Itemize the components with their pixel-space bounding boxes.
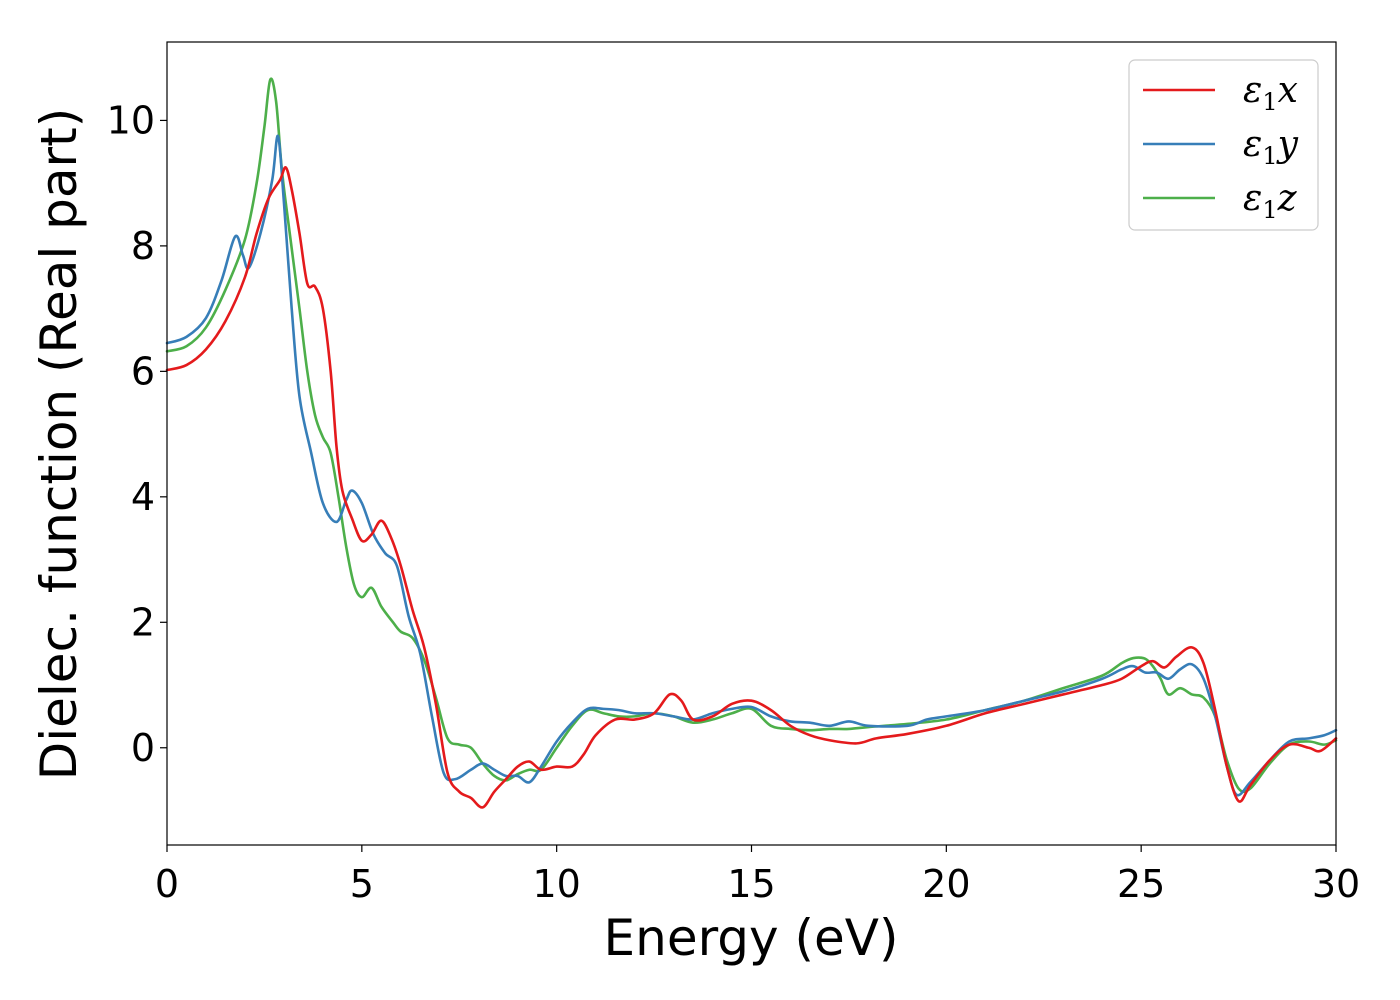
legend-box xyxy=(1128,59,1319,231)
series-line-z xyxy=(165,77,1338,794)
series-layer xyxy=(165,77,1338,809)
y-tick-label: 2 xyxy=(131,600,155,644)
y-tick-label: 8 xyxy=(131,224,155,268)
y-tick-label: 10 xyxy=(107,98,155,142)
x-tick-label: 20 xyxy=(922,862,970,906)
legend: ε1x ε1y ε1z xyxy=(1128,59,1319,231)
y-axis-ticks: 0 2 4 6 8 10 xyxy=(107,98,167,770)
x-tick-label: 10 xyxy=(532,862,580,906)
legend-label-x: ε1x xyxy=(1243,70,1298,116)
x-tick-label: 5 xyxy=(350,862,374,906)
x-tick-label: 15 xyxy=(727,862,775,906)
x-axis-label: Energy (eV) xyxy=(604,909,899,967)
x-tick-label: 30 xyxy=(1312,862,1360,906)
x-axis-ticks: 0 5 10 15 20 25 30 xyxy=(155,845,1360,906)
y-tick-label: 6 xyxy=(131,349,155,393)
legend-label-y: ε1y xyxy=(1243,124,1299,170)
series-line-y xyxy=(165,134,1338,797)
legend-label-z: ε1z xyxy=(1243,178,1298,224)
y-tick-label: 0 xyxy=(131,726,155,770)
y-axis-label: Dielec. function (Real part) xyxy=(30,108,88,780)
legend-items: ε1x ε1y ε1z xyxy=(1143,70,1299,224)
x-tick-label: 25 xyxy=(1117,862,1165,906)
y-tick-label: 4 xyxy=(131,475,155,519)
x-tick-label: 0 xyxy=(155,862,179,906)
series-line-x xyxy=(165,166,1338,809)
